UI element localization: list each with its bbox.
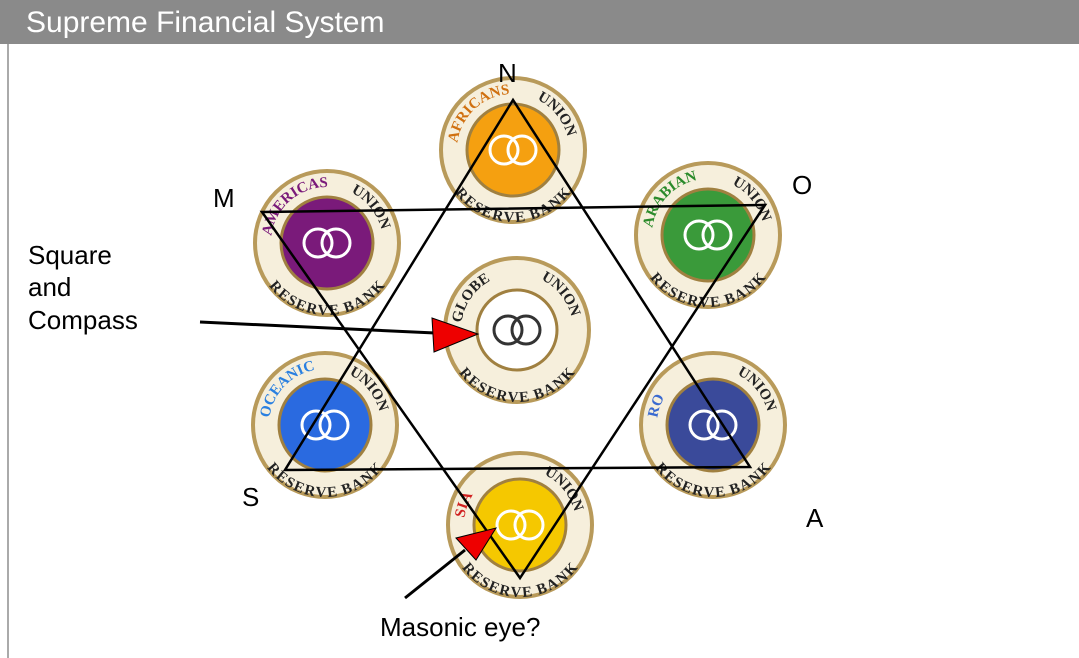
point-label: A (806, 503, 824, 533)
annotation: Square (28, 240, 112, 270)
annotation: Masonic eye? (380, 612, 540, 642)
seal-core (662, 189, 754, 281)
seal-core (474, 479, 566, 571)
annotation: Compass (28, 305, 138, 335)
diagram: Supreme Financial System AFRICANSUNIONRE… (0, 0, 1079, 658)
point-label: N (498, 58, 517, 88)
arrow-line (405, 550, 465, 598)
point-label: O (792, 170, 812, 200)
annotation: and (28, 272, 71, 302)
page: Supreme Financial System AFRICANSUNIONRE… (0, 0, 1079, 658)
point-label: M (213, 183, 235, 213)
point-label: S (242, 482, 259, 512)
arrow-line (200, 322, 435, 333)
header-title: Supreme Financial System (26, 6, 384, 39)
seal-core (477, 290, 557, 370)
seal-core (667, 379, 759, 471)
